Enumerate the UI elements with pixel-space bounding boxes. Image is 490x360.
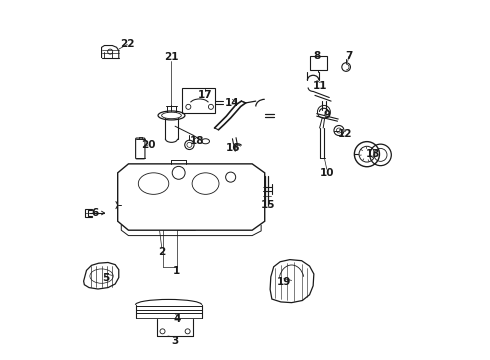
Text: 20: 20 xyxy=(141,140,155,150)
Text: 10: 10 xyxy=(319,168,334,178)
Text: 9: 9 xyxy=(323,111,330,121)
Text: 2: 2 xyxy=(158,247,166,257)
Text: 15: 15 xyxy=(261,200,275,210)
Text: 16: 16 xyxy=(226,143,241,153)
Text: 21: 21 xyxy=(164,52,179,62)
Text: 5: 5 xyxy=(102,273,109,283)
Text: 3: 3 xyxy=(172,336,179,346)
Text: 1: 1 xyxy=(173,266,180,276)
Text: 8: 8 xyxy=(313,51,320,61)
Text: 14: 14 xyxy=(225,98,240,108)
Text: 6: 6 xyxy=(92,208,98,218)
Text: 18: 18 xyxy=(189,136,204,146)
Text: 4: 4 xyxy=(173,314,180,324)
Text: 22: 22 xyxy=(120,40,135,49)
Text: 12: 12 xyxy=(338,129,352,139)
Text: 19: 19 xyxy=(276,277,291,287)
Text: 11: 11 xyxy=(312,81,327,91)
Text: 13: 13 xyxy=(366,149,381,159)
Text: 17: 17 xyxy=(197,90,212,100)
Text: 7: 7 xyxy=(345,51,353,61)
